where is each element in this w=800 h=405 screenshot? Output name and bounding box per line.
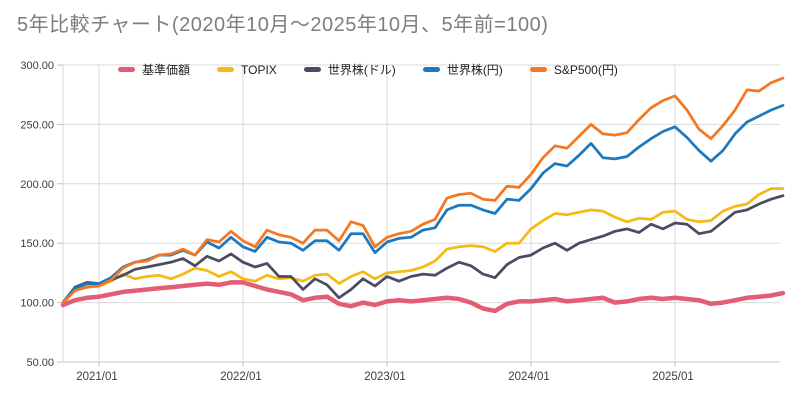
legend-swatch-icon [303,67,321,72]
legend-item-0[interactable]: 基準価額 [118,61,190,78]
y-axis-label: 100.00 [20,298,54,310]
legend-item-3[interactable]: 世界株(円) [422,61,503,78]
y-axis-label: 250.00 [20,119,54,131]
chart-legend: 基準価額 TOPIX 世界株(ドル) 世界株(円) S&P500(円) [118,61,618,78]
legend-swatch-icon [118,67,135,72]
y-axis-label: 150.00 [20,238,54,250]
legend-label: 世界株(ドル) [327,63,396,77]
series-line-2 [61,194,785,304]
x-axis-label: 2022/01 [220,371,262,383]
legend-item-4[interactable]: S&P500(円) [529,61,618,78]
y-axis-label: 200.00 [20,179,54,191]
legend-label: 世界株(円) [446,63,503,77]
legend-item-2[interactable]: 世界株(ドル) [303,61,396,78]
y-axis-label: 50.00 [26,357,54,369]
series-line-1 [61,187,785,304]
legend-label: TOPIX [241,62,277,77]
legend-swatch-icon [422,67,440,72]
axis-ticks [57,64,676,367]
axis-labels: 300.00 250.00 200.00 150.00 100.00 50.00 2021/… [20,60,693,383]
series-line-4 [61,76,785,304]
x-axis-label: 2025/01 [652,371,694,383]
chart-title: 5年比較チャート(2020年10月〜2025年10月、5年前=100) [17,14,549,36]
legend-item-1[interactable]: TOPIX [217,63,277,77]
legend-swatch-icon [529,67,547,72]
series-lines [60,76,786,314]
legend-label: S&P500(円) [553,63,618,77]
x-axis-label: 2024/01 [508,371,550,383]
series-line-0 [60,280,786,314]
x-axis-label: 2023/01 [364,371,406,383]
gridlines [62,64,780,363]
y-axis-label: 300.00 [20,60,54,72]
legend-label: 基準価額 [142,63,191,77]
legend-swatch-icon [217,67,235,72]
x-axis-label: 2021/01 [76,371,118,383]
